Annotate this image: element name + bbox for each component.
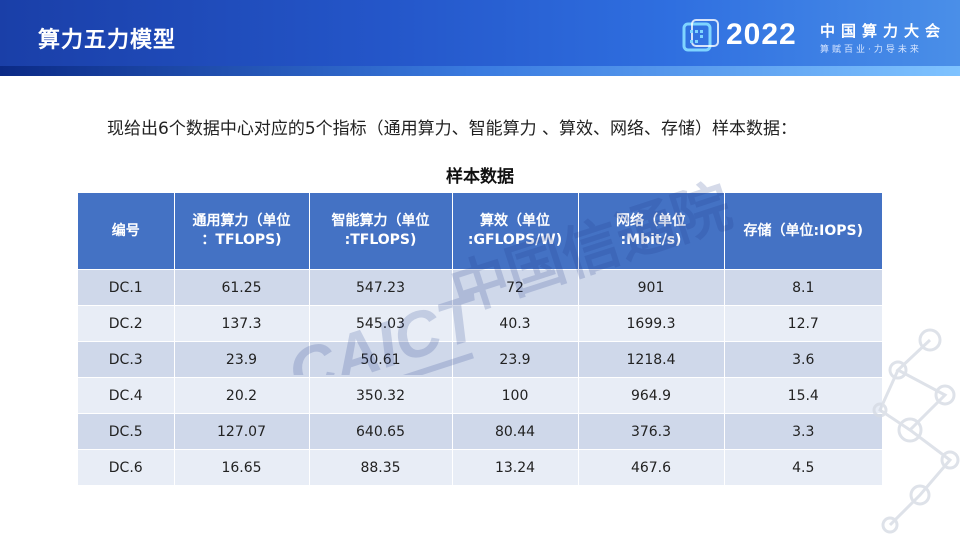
- cell-storage: 15.4: [724, 377, 882, 414]
- cell-network: 1699.3: [578, 305, 725, 342]
- header-wave: [0, 66, 960, 76]
- cell-efficiency: 80.44: [452, 413, 579, 450]
- conference-name: 中国算力大会: [820, 22, 947, 40]
- cell-general-compute: 16.65: [174, 449, 310, 485]
- column-header-network: 网络（单位:Mbit/s): [578, 193, 725, 270]
- cell-ai-compute: 545.03: [309, 305, 453, 342]
- column-header-efficiency: 算效（单位:GFLOPS/W): [452, 193, 579, 270]
- cell-efficiency: 13.24: [452, 449, 579, 485]
- cell-id: DC.2: [78, 305, 175, 342]
- cell-storage: 8.1: [724, 269, 882, 306]
- conference-logo: 2022 中国算力大会 算赋百业·力导未来: [682, 14, 942, 60]
- cell-id: DC.4: [78, 377, 175, 414]
- conference-year: 2022: [726, 18, 797, 51]
- cell-network: 467.6: [578, 449, 725, 485]
- cell-general-compute: 127.07: [174, 413, 310, 450]
- cell-efficiency: 100: [452, 377, 579, 414]
- column-header-ai-compute: 智能算力（单位:TFLOPS): [309, 193, 453, 270]
- page-title: 算力五力模型: [38, 28, 177, 53]
- cell-network: 964.9: [578, 377, 725, 414]
- cell-ai-compute: 640.65: [309, 413, 453, 450]
- cell-efficiency: 40.3: [452, 305, 579, 342]
- table-caption: 样本数据: [446, 167, 514, 187]
- cell-general-compute: 61.25: [174, 269, 310, 306]
- intro-text: 现给出6个数据中心对应的5个指标（通用算力、智能算力 、算效、网络、存储）样本数…: [107, 119, 798, 139]
- cell-storage: 3.3: [724, 413, 882, 450]
- sample-data-table: 编号 通用算力（单位 ：TFLOPS) 智能算力（单位:TFLOPS) 算效（单位…: [78, 193, 882, 485]
- cell-storage: 4.5: [724, 449, 882, 485]
- cell-network: 901: [578, 269, 725, 306]
- table-header-row: 编号 通用算力（单位 ：TFLOPS) 智能算力（单位:TFLOPS) 算效（单位…: [78, 193, 882, 270]
- table-row: DC.3 23.9 50.61 23.9 1218.4 3.6: [78, 341, 882, 378]
- cell-id: DC.1: [78, 269, 175, 306]
- cell-general-compute: 20.2: [174, 377, 310, 414]
- table-row: DC.5 127.07 640.65 80.44 376.3 3.3: [78, 413, 882, 450]
- cell-storage: 3.6: [724, 341, 882, 378]
- cell-storage: 12.7: [724, 305, 882, 342]
- cell-id: DC.5: [78, 413, 175, 450]
- cell-ai-compute: 547.23: [309, 269, 453, 306]
- header-banner: 算力五力模型 2022 中国算力大会 算赋百业·力导未来: [0, 0, 960, 76]
- cell-efficiency: 72: [452, 269, 579, 306]
- cell-efficiency: 23.9: [452, 341, 579, 378]
- table-row: DC.1 61.25 547.23 72 901 8.1: [78, 269, 882, 306]
- cell-general-compute: 137.3: [174, 305, 310, 342]
- conference-mark-icon: [682, 19, 719, 52]
- cell-id: DC.6: [78, 449, 175, 485]
- table-row: DC.4 20.2 350.32 100 964.9 15.4: [78, 377, 882, 414]
- cell-id: DC.3: [78, 341, 175, 378]
- cell-ai-compute: 88.35: [309, 449, 453, 485]
- cell-ai-compute: 50.61: [309, 341, 453, 378]
- cell-network: 376.3: [578, 413, 725, 450]
- cell-ai-compute: 350.32: [309, 377, 453, 414]
- table-row: DC.6 16.65 88.35 13.24 467.6 4.5: [78, 449, 882, 485]
- table-row: DC.2 137.3 545.03 40.3 1699.3 12.7: [78, 305, 882, 342]
- column-header-storage: 存储（单位:IOPS): [724, 193, 882, 270]
- column-header-general-compute: 通用算力（单位 ：TFLOPS): [174, 193, 310, 270]
- cell-general-compute: 23.9: [174, 341, 310, 378]
- conference-slogan: 算赋百业·力导未来: [820, 45, 922, 55]
- cell-network: 1218.4: [578, 341, 725, 378]
- column-header-id: 编号: [78, 193, 175, 270]
